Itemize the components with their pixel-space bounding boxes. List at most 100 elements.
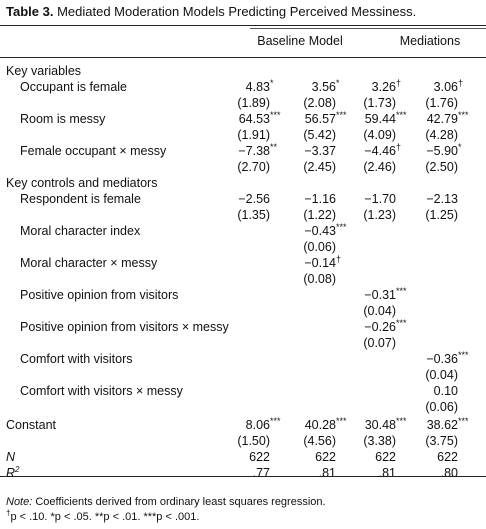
- coefficient-value: 3.56: [311, 80, 336, 94]
- significance-marker: *: [458, 142, 462, 152]
- standard-error-cell: (1.35): [210, 208, 270, 222]
- coefficient-cell: 3.56: [276, 80, 336, 94]
- section-key-variables: Key variables: [6, 64, 82, 78]
- row-label: Constant: [6, 418, 57, 432]
- significance-marker: ***: [458, 416, 469, 426]
- standard-error-cell: (1.23): [336, 208, 396, 222]
- coefficient-cell: −0.43: [276, 224, 336, 238]
- stat-value: 622: [249, 450, 270, 464]
- standard-error-cell: (1.25): [398, 208, 458, 222]
- standard-error-value: (1.50): [237, 434, 270, 448]
- row-label: Positive opinion from visitors: [20, 288, 179, 302]
- coefficient-cell: 56.57: [276, 112, 336, 126]
- stat-value: 622: [375, 450, 396, 464]
- significance-marker: ***: [336, 416, 347, 426]
- standard-error-value: (1.76): [425, 96, 458, 110]
- coefficient-cell: −0.14: [276, 256, 336, 270]
- table-note-significance: †p < .10. *p < .05. **p < .01. ***p < .0…: [6, 508, 199, 523]
- row-label: Moral character index: [20, 224, 141, 238]
- coefficient-cell: 0.10: [398, 384, 458, 398]
- standard-error-value: (0.06): [425, 400, 458, 414]
- coefficient-cell: 4.83: [210, 80, 270, 94]
- significance-marker: ***: [458, 350, 469, 360]
- table-number: Table 3.: [6, 4, 54, 19]
- row-label: Positive opinion from visitors × messy: [20, 320, 229, 334]
- significance-marker: **: [270, 142, 278, 152]
- row-label: Comfort with visitors × messy: [20, 384, 183, 398]
- standard-error-value: (2.50): [425, 160, 458, 174]
- standard-error-cell: (1.50): [210, 434, 270, 448]
- standard-error-value: (2.70): [237, 160, 270, 174]
- standard-error-value: (0.04): [425, 368, 458, 382]
- standard-error-cell: (2.45): [276, 160, 336, 174]
- coefficient-value: −5.90: [426, 144, 458, 158]
- coefficient-value: 56.57: [304, 112, 336, 126]
- standard-error-cell: (1.89): [210, 96, 270, 110]
- coefficient-value: 3.26: [371, 80, 396, 94]
- coefficient-value: −0.14: [304, 256, 336, 270]
- standard-error-cell: (5.42): [276, 128, 336, 142]
- coefficient-value: 64.53: [238, 112, 270, 126]
- row-label: Room is messy: [20, 112, 106, 126]
- standard-error-value: (4.09): [363, 128, 396, 142]
- standard-error-value: (1.91): [237, 128, 270, 142]
- standard-error-value: (1.73): [363, 96, 396, 110]
- coefficient-cell: −5.90: [398, 144, 458, 158]
- standard-error-cell: (0.08): [276, 272, 336, 286]
- significance-marker: ***: [336, 110, 347, 120]
- coefficient-value: 42.79: [426, 112, 458, 126]
- standard-error-cell: (0.04): [336, 304, 396, 318]
- standard-error-value: (4.56): [303, 434, 336, 448]
- standard-error-cell: (0.06): [398, 400, 458, 414]
- stat-label: N: [6, 450, 15, 464]
- coefficient-cell: −7.38: [210, 144, 270, 158]
- standard-error-cell: (4.56): [276, 434, 336, 448]
- significance-marker: †: [396, 142, 402, 152]
- top-rule-inner: [250, 28, 486, 29]
- stat-value: 622: [437, 450, 458, 464]
- standard-error-cell: (1.22): [276, 208, 336, 222]
- standard-error-cell: (2.70): [210, 160, 270, 174]
- header-rule: [0, 57, 486, 58]
- standard-error-value: (0.08): [303, 272, 336, 286]
- stat-value: .77: [252, 466, 270, 480]
- standard-error-cell: (2.08): [276, 96, 336, 110]
- significance-marker: †: [336, 254, 342, 264]
- coefficient-cell: 40.28: [276, 418, 336, 432]
- standard-error-value: (2.08): [303, 96, 336, 110]
- standard-error-cell: (3.75): [398, 434, 458, 448]
- coefficient-cell: 64.53: [210, 112, 270, 126]
- coefficient-value: −4.46: [364, 144, 396, 158]
- coefficient-value: −1.16: [304, 192, 336, 206]
- standard-error-value: (1.35): [237, 208, 270, 222]
- significance-marker: ***: [396, 110, 407, 120]
- bottom-rule: [0, 476, 486, 477]
- row-label: Female occupant × messy: [20, 144, 167, 158]
- standard-error-cell: (0.06): [276, 240, 336, 254]
- coefficient-value: −2.13: [426, 192, 458, 206]
- standard-error-value: (5.42): [303, 128, 336, 142]
- coefficient-value: −7.38: [238, 144, 270, 158]
- standard-error-value: (0.06): [303, 240, 336, 254]
- coefficient-value: 59.44: [364, 112, 396, 126]
- coefficient-cell: 59.44: [336, 112, 396, 126]
- stat-label: R2: [6, 465, 19, 480]
- coefficient-cell: −0.26: [336, 320, 396, 334]
- standard-error-cell: (1.91): [210, 128, 270, 142]
- significance-marker: ***: [336, 222, 347, 232]
- stat-value: 622: [315, 450, 336, 464]
- coefficient-value: −2.56: [238, 192, 270, 206]
- standard-error-value: (3.75): [425, 434, 458, 448]
- coefficient-cell: −1.70: [336, 192, 396, 206]
- coefficient-cell: 3.26: [336, 80, 396, 94]
- table-note: Note: Coefficients derived from ordinary…: [6, 496, 326, 508]
- standard-error-value: (2.45): [303, 160, 336, 174]
- standard-error-value: (2.46): [363, 160, 396, 174]
- standard-error-cell: (2.46): [336, 160, 396, 174]
- dagger-symbol: †: [6, 508, 11, 518]
- coefficient-cell: 8.06: [210, 418, 270, 432]
- coefficient-value: 40.28: [304, 418, 336, 432]
- significance-marker: ***: [396, 286, 407, 296]
- standard-error-value: (1.23): [363, 208, 396, 222]
